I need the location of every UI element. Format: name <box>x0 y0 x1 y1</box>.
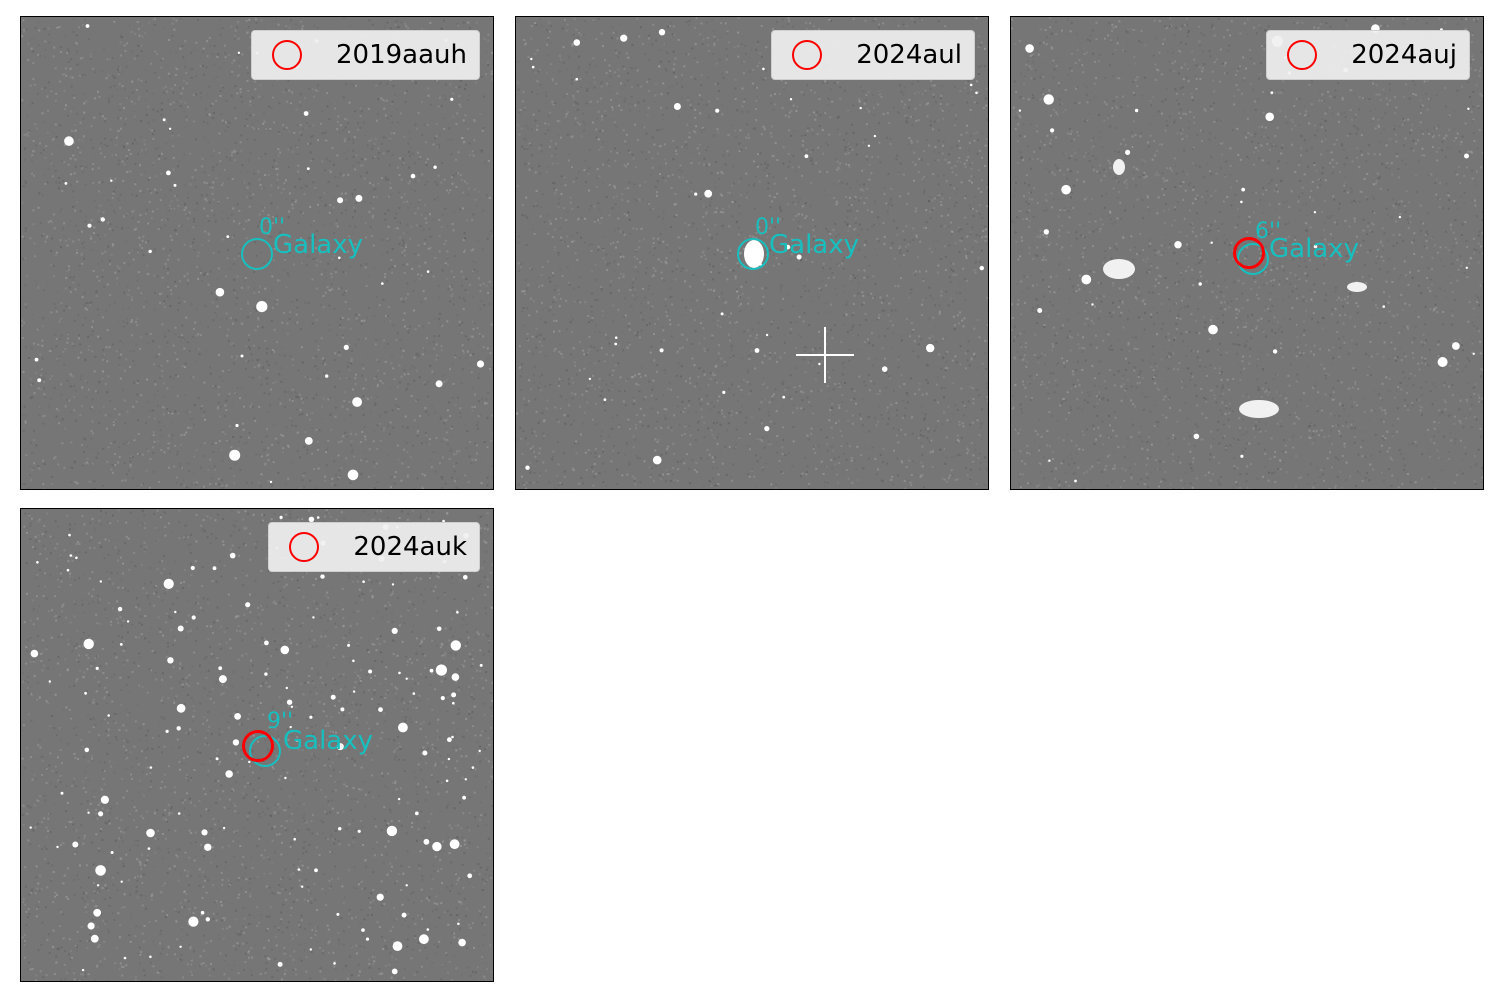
transient-position-circle <box>242 730 274 762</box>
host-separation: 0'' <box>259 215 286 240</box>
legend: 2024auj <box>1266 30 1470 80</box>
legend: 2019aauh <box>251 30 480 80</box>
host-separation: 6'' <box>1255 219 1282 244</box>
host-galaxy-label: Galaxy <box>273 230 364 260</box>
sky-image <box>21 17 493 489</box>
transient-position-circle <box>1233 237 1265 269</box>
cutout-panel-4: 2024auk 9'' Galaxy <box>20 508 494 982</box>
cutout-panel-3: 2024auj 6'' Galaxy <box>1010 16 1484 490</box>
host-galaxy-circle <box>241 238 273 270</box>
legend: 2024auk <box>268 522 480 572</box>
transient-name: 2024aul <box>856 40 962 70</box>
cutout-panel-2: 2024aul 0'' Galaxy <box>515 16 989 490</box>
cutout-panel-1: 2019aauh 0'' Galaxy <box>20 16 494 490</box>
host-galaxy-circle <box>737 238 769 270</box>
host-galaxy-label: Galaxy <box>283 726 374 756</box>
host-separation: 0'' <box>755 215 782 240</box>
host-separation: 9'' <box>267 709 294 734</box>
transient-name: 2019aauh <box>336 40 467 70</box>
host-galaxy-label: Galaxy <box>769 230 860 260</box>
legend-red-circle-icon <box>289 532 320 562</box>
legend-red-circle-icon <box>792 40 823 70</box>
transient-name: 2024auk <box>353 532 467 562</box>
host-galaxy-label: Galaxy <box>1269 234 1360 264</box>
transient-name: 2024auj <box>1351 40 1457 70</box>
legend-red-circle-icon <box>272 40 302 70</box>
legend: 2024aul <box>771 30 975 80</box>
legend-red-circle-icon <box>1287 40 1318 70</box>
